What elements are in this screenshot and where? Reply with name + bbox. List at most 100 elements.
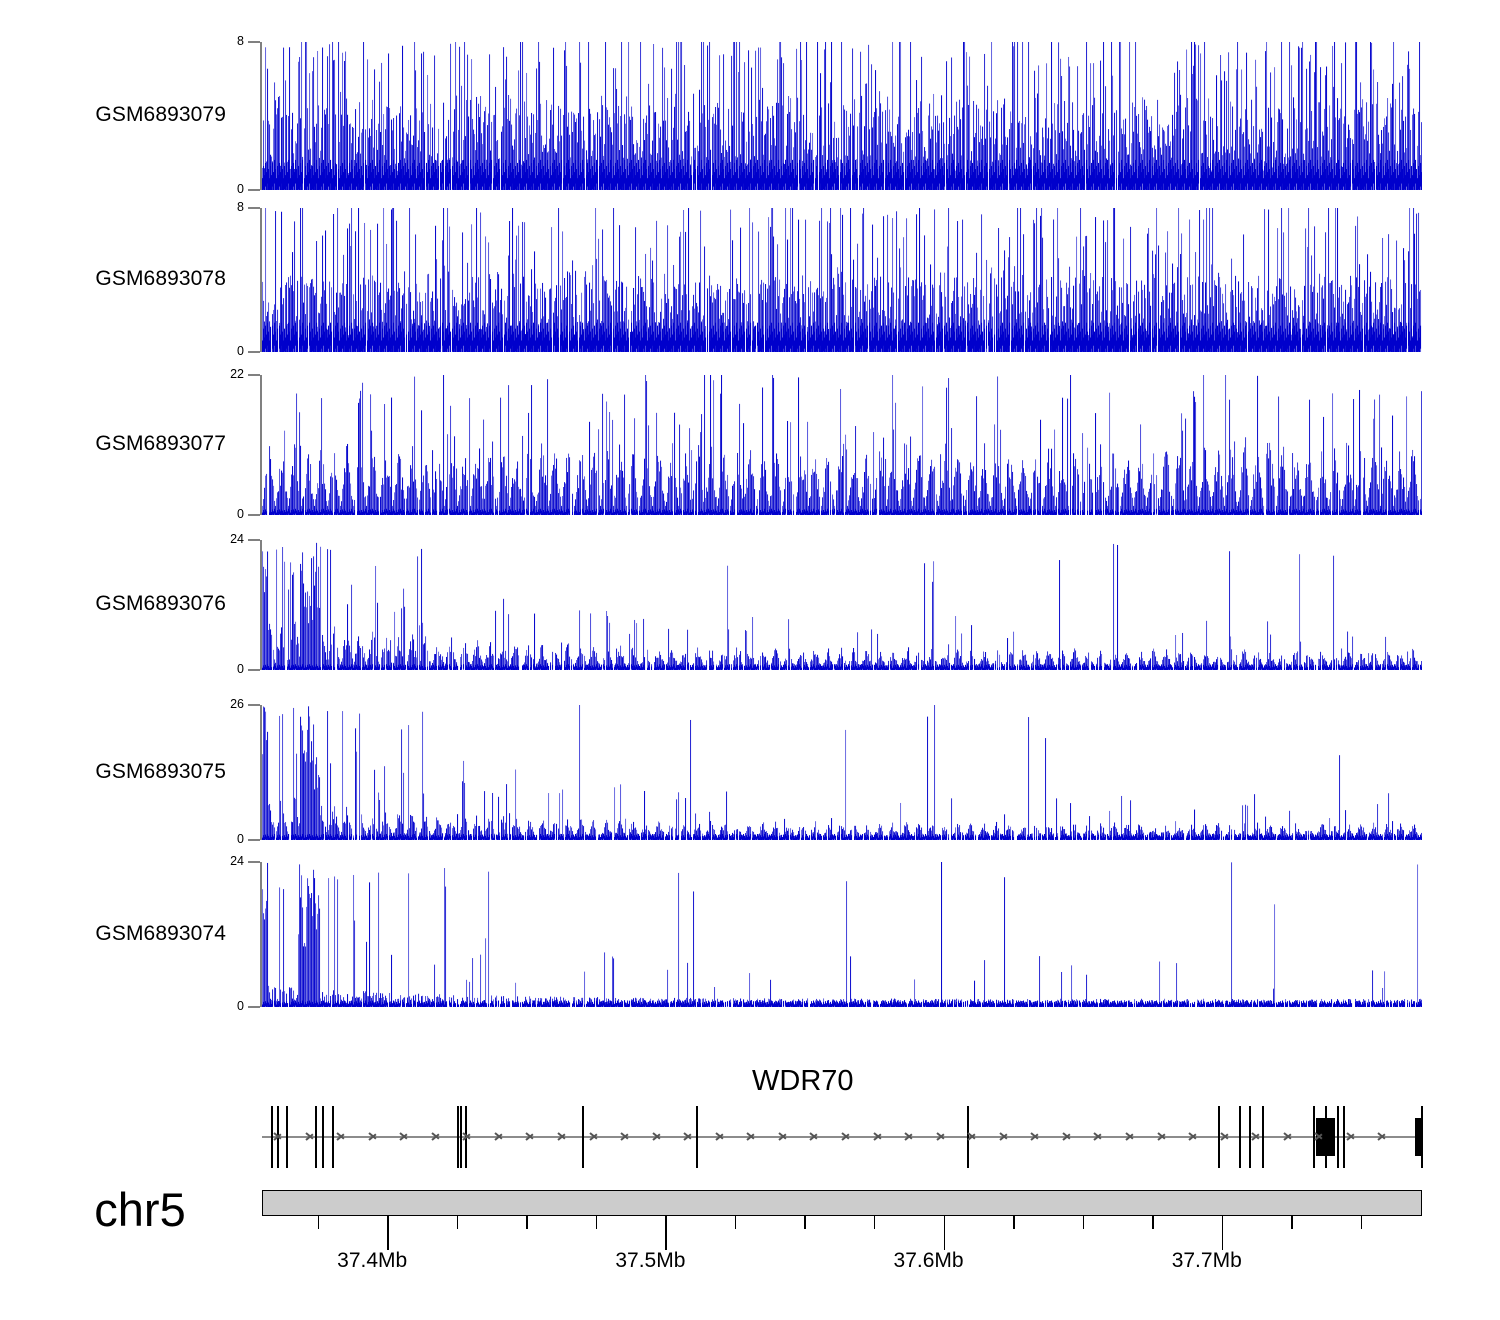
strand-arrow-icon <box>874 1129 885 1143</box>
exon-marker <box>322 1106 325 1168</box>
strand-arrow-icon <box>653 1129 664 1143</box>
exon-marker <box>1249 1106 1252 1168</box>
gene-model-track[interactable] <box>262 1100 1423 1174</box>
y-axis-min-label: 0 <box>237 182 244 196</box>
ruler-minor-tick <box>526 1216 528 1229</box>
y-axis-max-label: 24 <box>230 854 244 868</box>
ruler-tick-label: 37.5Mb <box>615 1249 686 1272</box>
strand-arrow-icon <box>1315 1129 1326 1143</box>
strand-arrow-icon <box>1063 1129 1074 1143</box>
exon-marker <box>1238 1106 1241 1168</box>
coverage-plot-area[interactable] <box>262 705 1422 840</box>
strand-arrow-icon <box>558 1129 569 1143</box>
strand-arrow-icon <box>747 1129 758 1143</box>
coverage-plot-area[interactable] <box>262 208 1422 352</box>
exon-marker <box>271 1106 274 1168</box>
track-label-GSM6893078: GSM6893078 <box>95 267 226 290</box>
ideogram-bar[interactable] <box>262 1190 1422 1216</box>
strand-arrow-icon <box>1221 1129 1232 1143</box>
y-axis-min-label: 0 <box>237 344 244 358</box>
y-axis-tick <box>248 207 260 209</box>
track-label-GSM6893074: GSM6893074 <box>95 921 226 945</box>
strand-arrow-icon <box>1284 1129 1295 1143</box>
genome-coordinate-ruler: 37.4Mb 37.5Mb 37.6Mb 37.7Mb <box>262 1216 1422 1286</box>
ruler-tick-label: 37.7Mb <box>1171 1249 1242 1272</box>
strand-arrow-icon <box>1126 1129 1137 1143</box>
ruler-minor-tick <box>1152 1216 1154 1229</box>
track-label-GSM6893079: GSM6893079 <box>95 103 226 126</box>
strand-arrow-icon <box>1189 1129 1200 1143</box>
y-axis-tick <box>248 861 260 863</box>
strand-arrow-icon <box>1158 1129 1169 1143</box>
coverage-plot-area[interactable] <box>262 540 1422 670</box>
track-label-GSM6893075: GSM6893075 <box>95 759 226 783</box>
y-axis-tick <box>248 41 260 43</box>
y-axis-tick <box>248 839 260 841</box>
y-axis-min-label: 0 <box>237 999 244 1013</box>
y-axis-tick <box>248 704 260 706</box>
track-label-GSM6893076: GSM6893076 <box>95 592 226 615</box>
exon-marker <box>460 1106 463 1168</box>
ruler-minor-tick <box>1360 1216 1363 1229</box>
coding-exon-block <box>1415 1118 1422 1156</box>
ruler-minor-tick <box>873 1216 876 1229</box>
ruler-minor-tick <box>456 1216 459 1229</box>
coverage-histogram <box>262 862 1422 1007</box>
coverage-plot-area[interactable] <box>262 375 1422 515</box>
exon-marker <box>695 1106 698 1168</box>
y-axis-tick <box>248 539 260 541</box>
y-axis-min-label: 0 <box>237 507 244 521</box>
ruler-tick-label: 37.4Mb <box>337 1249 408 1272</box>
y-axis-tick <box>248 514 260 516</box>
y-axis-max-label: 8 <box>237 200 244 214</box>
gene-name-label: WDR70 <box>752 1065 854 1097</box>
y-axis-line <box>260 705 262 840</box>
ruler-major-tick <box>1221 1216 1224 1250</box>
coverage-plot-area[interactable] <box>262 862 1422 1007</box>
strand-arrow-icon <box>590 1129 601 1143</box>
strand-arrow-icon <box>779 1129 790 1143</box>
y-axis-max-label: 8 <box>237 34 244 48</box>
y-axis-tick <box>248 351 260 353</box>
coverage-histogram <box>262 375 1422 515</box>
exon-marker <box>1312 1106 1315 1168</box>
strand-arrow-icon <box>684 1129 695 1143</box>
exon-marker <box>456 1106 459 1168</box>
y-axis-max-label: 26 <box>230 697 244 711</box>
exon-marker <box>331 1106 334 1168</box>
ruler-minor-tick <box>1082 1216 1085 1229</box>
chromosome-label: chr5 <box>94 1183 186 1236</box>
exon-marker <box>582 1106 585 1168</box>
ruler-minor-tick <box>595 1216 598 1229</box>
strand-arrow-icon <box>842 1129 853 1143</box>
strand-arrow-icon <box>306 1129 317 1143</box>
strand-arrow-icon <box>526 1129 537 1143</box>
strand-arrow-icon <box>400 1129 411 1143</box>
strand-arrow-icon <box>432 1129 443 1143</box>
y-axis-line <box>260 42 262 190</box>
strand-arrow-icon <box>621 1129 632 1143</box>
ruler-tick-label: 37.6Mb <box>893 1249 964 1272</box>
strand-arrow-icon <box>495 1129 506 1143</box>
ruler-major-tick <box>943 1216 946 1250</box>
strand-arrow-icon <box>810 1129 821 1143</box>
y-axis-min-label: 0 <box>237 832 244 846</box>
strand-arrow-icon <box>1031 1129 1042 1143</box>
strand-arrow-icon <box>1347 1129 1358 1143</box>
coverage-plot-area[interactable] <box>262 42 1422 190</box>
exon-marker <box>286 1106 289 1168</box>
y-axis-min-label: 0 <box>237 662 244 676</box>
y-axis-line <box>260 208 262 352</box>
coverage-histogram <box>262 540 1422 670</box>
strand-arrow-icon <box>937 1129 948 1143</box>
ruler-minor-tick <box>1013 1216 1015 1229</box>
ruler-minor-tick <box>1291 1216 1293 1229</box>
y-axis-max-label: 24 <box>230 532 244 546</box>
y-axis-tick <box>248 374 260 376</box>
exon-marker <box>1337 1106 1340 1168</box>
y-axis-line <box>260 540 262 670</box>
track-label-GSM6893077: GSM6893077 <box>95 432 226 455</box>
y-axis-tick <box>248 189 260 191</box>
strand-arrow-icon <box>463 1129 474 1143</box>
